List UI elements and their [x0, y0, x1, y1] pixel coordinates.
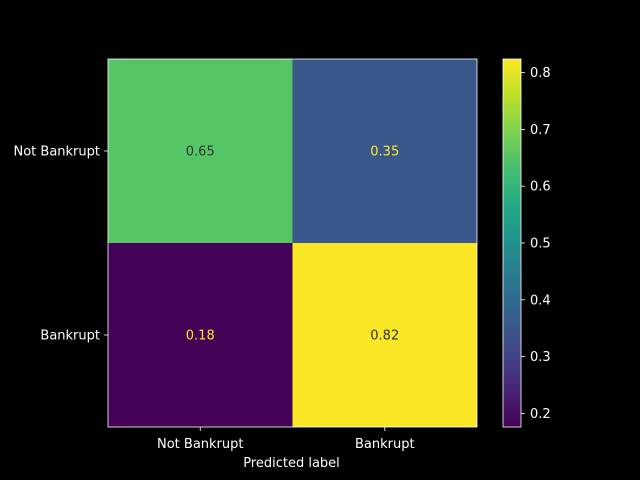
y-tick-label: Bankrupt	[40, 329, 100, 344]
matrix-cell	[108, 59, 293, 243]
colorbar-tick-label: 0.8	[530, 66, 551, 81]
y-axis-ticks: Not Bankrupt Bankrupt	[14, 145, 108, 344]
colorbar-ticks: 0.2 0.3 0.4 0.5 0.6 0.7 0.8	[521, 66, 551, 422]
cell-value-label: 0.82	[370, 329, 399, 344]
cell-value-label: 0.18	[186, 329, 215, 344]
matrix-cell	[292, 243, 477, 427]
colorbar-tick-label: 0.2	[530, 407, 551, 422]
colorbar-tick-label: 0.6	[530, 180, 551, 195]
colorbar-tick-label: 0.7	[530, 123, 551, 138]
x-tick-label: Bankrupt	[355, 437, 415, 452]
matrix-cell	[108, 243, 293, 427]
colorbar-tick-label: 0.3	[530, 350, 551, 365]
x-tick-label: Not Bankrupt	[157, 437, 244, 452]
colorbar-tick-label: 0.5	[530, 237, 551, 252]
matrix-cell	[292, 59, 477, 243]
x-axis-ticks: Not Bankrupt Bankrupt	[157, 427, 415, 452]
colorbar	[502, 58, 522, 428]
cell-value-labels: 0.65 0.35 0.18 0.82	[186, 145, 399, 344]
cell-value-label: 0.35	[370, 145, 399, 160]
colorbar-tick-label: 0.4	[530, 293, 551, 308]
plot-frame	[107, 58, 478, 428]
matrix-cells	[108, 59, 477, 427]
y-tick-label: Not Bankrupt	[14, 145, 101, 160]
cell-value-label: 0.65	[186, 145, 215, 160]
x-axis-label: Predicted label	[243, 456, 340, 471]
